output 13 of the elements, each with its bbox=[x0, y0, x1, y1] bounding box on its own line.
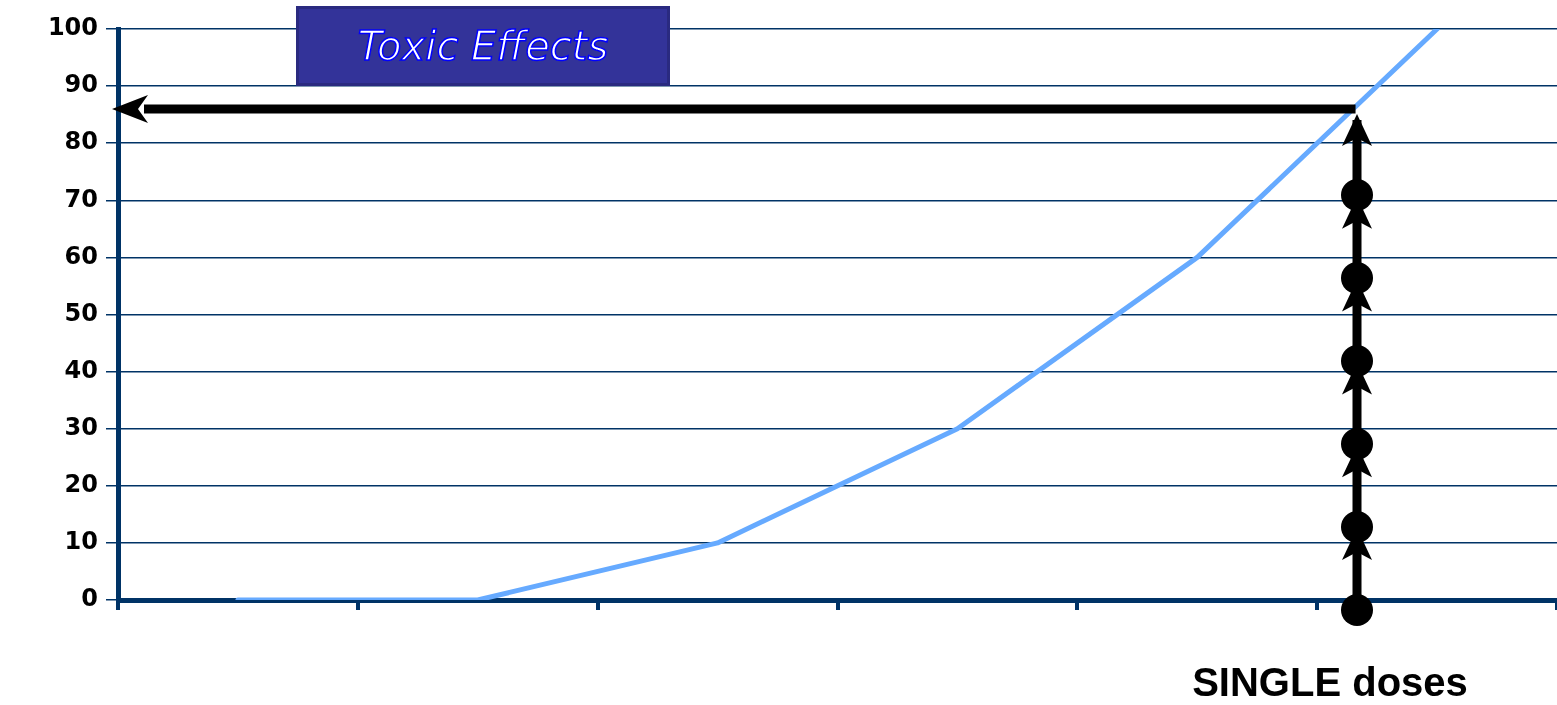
y-tick-label: 40 bbox=[64, 355, 98, 384]
y-tick-label: 30 bbox=[64, 412, 98, 441]
x-axis-title: SINGLE doses bbox=[1191, 660, 1469, 705]
y-tick-label: 10 bbox=[64, 527, 98, 556]
y-tick-label: 60 bbox=[64, 241, 98, 270]
y-tick-label: 0 bbox=[81, 584, 98, 613]
y-tick-label: 100 bbox=[47, 13, 98, 42]
y-tick-label: 50 bbox=[64, 298, 98, 327]
chart-title: Toxic Effects bbox=[357, 23, 609, 69]
y-tick-label: 20 bbox=[64, 470, 98, 499]
y-tick-label: 90 bbox=[64, 70, 98, 99]
y-tick-label: 70 bbox=[64, 184, 98, 213]
y-tick-label: 80 bbox=[64, 127, 98, 156]
